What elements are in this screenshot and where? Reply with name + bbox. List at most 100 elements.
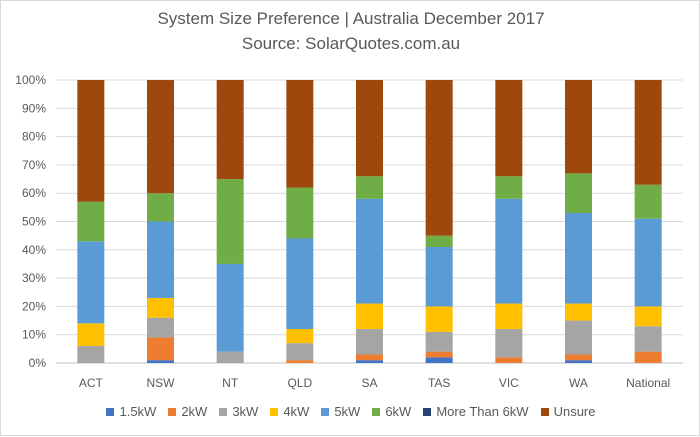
bar-segment bbox=[286, 238, 314, 330]
y-tick-label: 0% bbox=[29, 356, 47, 370]
bar-segment bbox=[77, 241, 105, 324]
bar-segment bbox=[425, 235, 453, 247]
y-tick-label: 70% bbox=[22, 158, 46, 172]
bar-segment bbox=[634, 306, 662, 327]
bar-segment bbox=[425, 80, 453, 236]
bar-segment bbox=[77, 346, 105, 363]
legend-item: 2kW bbox=[168, 404, 207, 419]
bar-segment bbox=[286, 360, 314, 363]
bar-segment bbox=[147, 221, 174, 298]
bar-segment bbox=[147, 337, 174, 361]
bar-segment bbox=[356, 360, 383, 363]
legend-label: Unsure bbox=[553, 404, 596, 419]
y-tick-label: 90% bbox=[22, 101, 46, 115]
x-tick-label: ACT bbox=[79, 376, 104, 390]
legend-swatch bbox=[219, 407, 228, 416]
bar-segment bbox=[565, 173, 592, 214]
bar-segment bbox=[495, 329, 523, 358]
x-tick-label: TAS bbox=[428, 376, 450, 390]
x-tick-label: SA bbox=[361, 376, 377, 390]
chart-legend: 1.5kW 2kW 3kW 4kW 5kW 6kW More Than 6kW Unsure bbox=[1, 404, 700, 419]
bar-segment bbox=[216, 80, 244, 180]
y-tick-label: 20% bbox=[22, 299, 46, 313]
y-tick-label: 60% bbox=[22, 186, 46, 200]
bar-segment bbox=[495, 357, 523, 363]
chart-subtitle: Source: SolarQuotes.com.au bbox=[241, 34, 461, 53]
bar-segment bbox=[565, 320, 592, 355]
legend-label: 2kW bbox=[181, 404, 208, 419]
bar-segment bbox=[565, 354, 592, 361]
bar-segment bbox=[286, 80, 314, 188]
bar-segment bbox=[356, 176, 383, 199]
y-tick-label: 10% bbox=[22, 328, 46, 342]
bar-segment bbox=[495, 303, 523, 330]
bar-segment bbox=[356, 354, 383, 361]
bar-segment bbox=[565, 213, 592, 304]
legend-item: Unsure bbox=[540, 404, 596, 419]
legend-swatch bbox=[106, 407, 115, 416]
bar-segment bbox=[634, 80, 662, 185]
bar-segment bbox=[356, 303, 383, 330]
y-tick-label: 30% bbox=[22, 271, 46, 285]
x-tick-label: NSW bbox=[147, 376, 176, 390]
y-tick-label: 50% bbox=[22, 215, 46, 229]
legend-swatch bbox=[321, 407, 330, 416]
legend-item: 3kW bbox=[219, 404, 258, 419]
bar-segment bbox=[77, 201, 105, 242]
bar-segment bbox=[147, 297, 174, 318]
bar-segment bbox=[147, 80, 174, 194]
bar-segment bbox=[425, 246, 453, 307]
bar-segment bbox=[286, 343, 314, 361]
legend-swatch bbox=[168, 407, 177, 416]
legend-label: 4kW bbox=[283, 404, 310, 419]
y-tick-label: 100% bbox=[15, 73, 46, 87]
bar-segment bbox=[356, 329, 383, 355]
bar-segment bbox=[286, 329, 314, 344]
bar-segment bbox=[495, 80, 523, 177]
bar-segment bbox=[425, 351, 453, 358]
bar-segment bbox=[634, 184, 662, 219]
x-tick-label: QLD bbox=[287, 376, 312, 390]
bar-segment bbox=[634, 326, 662, 352]
legend-swatch bbox=[372, 407, 381, 416]
x-tick-label: NT bbox=[222, 376, 239, 390]
legend-label: 5kW bbox=[334, 404, 361, 419]
legend-swatch bbox=[540, 407, 549, 416]
bar-segment bbox=[147, 317, 174, 338]
bar-segment bbox=[356, 80, 383, 177]
legend-swatch bbox=[270, 407, 279, 416]
bar-segment bbox=[216, 351, 244, 363]
bar-segment bbox=[565, 303, 592, 321]
legend-label: More Than 6kW bbox=[436, 404, 529, 419]
legend-item: 1.5kW bbox=[106, 404, 156, 419]
legend-label: 1.5kW bbox=[119, 404, 157, 419]
bar-segment bbox=[565, 360, 592, 363]
legend-item: 6kW bbox=[372, 404, 411, 419]
bar-segment bbox=[147, 193, 174, 222]
legend-item: 5kW bbox=[321, 404, 360, 419]
bar-segment bbox=[425, 331, 453, 352]
legend-label: 3kW bbox=[232, 404, 259, 419]
bar-segment bbox=[425, 306, 453, 332]
bar-segment bbox=[495, 198, 523, 304]
chart-title: System Size Preference | Australia Decem… bbox=[157, 9, 545, 28]
bar-segment bbox=[634, 218, 662, 307]
bar-segment bbox=[216, 263, 244, 352]
x-tick-label: WA bbox=[569, 376, 588, 390]
legend-item: 4kW bbox=[270, 404, 309, 419]
y-tick-label: 80% bbox=[22, 130, 46, 144]
bar-segment bbox=[216, 179, 244, 264]
bar-segment bbox=[147, 360, 174, 363]
bar-segment bbox=[356, 198, 383, 304]
bar-segment bbox=[565, 80, 592, 174]
bar-segment bbox=[286, 187, 314, 239]
bar-segment bbox=[495, 176, 523, 199]
bar-segment bbox=[77, 323, 105, 347]
y-tick-label: 40% bbox=[22, 243, 46, 257]
bar-segment bbox=[77, 80, 105, 202]
legend-swatch bbox=[423, 407, 432, 416]
x-tick-label: National bbox=[626, 376, 670, 390]
bar-segment bbox=[634, 351, 662, 363]
